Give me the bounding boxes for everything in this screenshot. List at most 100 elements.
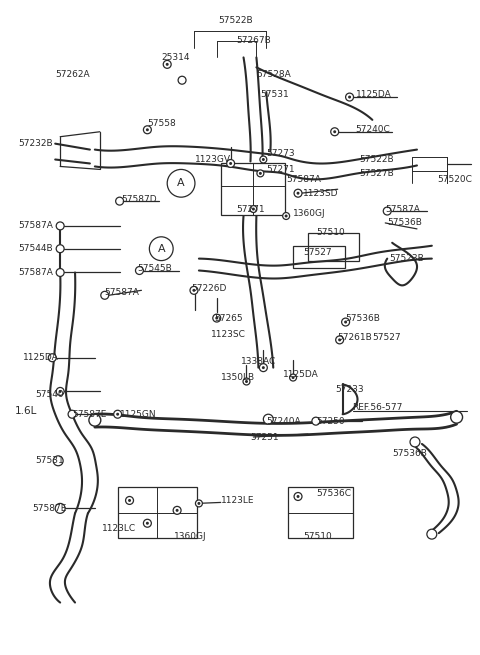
Circle shape: [213, 314, 221, 322]
Circle shape: [250, 206, 257, 212]
Text: A: A: [177, 178, 185, 188]
Text: 57587D: 57587D: [121, 195, 157, 204]
Text: 1360GJ: 1360GJ: [293, 208, 326, 217]
Text: REF.56-577: REF.56-577: [352, 403, 403, 412]
Circle shape: [166, 63, 168, 66]
Circle shape: [294, 189, 302, 197]
Circle shape: [149, 237, 173, 261]
Circle shape: [56, 269, 64, 276]
Text: 57233: 57233: [336, 385, 364, 394]
Circle shape: [289, 374, 297, 381]
Circle shape: [197, 502, 201, 505]
Circle shape: [144, 126, 151, 134]
Text: 57587A: 57587A: [385, 204, 420, 214]
Text: 57510: 57510: [316, 229, 345, 237]
Text: 57261B: 57261B: [337, 333, 372, 343]
Circle shape: [383, 207, 391, 215]
Text: 1125DA: 1125DA: [23, 353, 58, 362]
Bar: [308, 233, 360, 261]
Text: 25314: 25314: [161, 53, 190, 62]
Text: 1.6L: 1.6L: [14, 406, 37, 416]
Circle shape: [56, 245, 64, 253]
Circle shape: [227, 160, 235, 168]
Text: 1123GV: 1123GV: [195, 155, 231, 164]
Text: 57545B: 57545B: [137, 264, 172, 273]
Circle shape: [297, 192, 300, 195]
Circle shape: [68, 410, 76, 418]
Text: 57587A: 57587A: [105, 288, 140, 297]
Circle shape: [215, 316, 218, 320]
Circle shape: [338, 339, 341, 341]
Circle shape: [144, 519, 151, 527]
Circle shape: [260, 156, 267, 163]
Circle shape: [89, 414, 101, 426]
Text: 57527: 57527: [372, 333, 401, 343]
Circle shape: [56, 388, 64, 396]
Circle shape: [192, 289, 195, 292]
Text: 57544B: 57544B: [19, 244, 53, 253]
Circle shape: [291, 376, 295, 379]
Text: 57510: 57510: [303, 532, 332, 540]
Bar: [221, 164, 285, 215]
Text: 1123LE: 1123LE: [221, 496, 254, 505]
Circle shape: [176, 509, 179, 512]
Circle shape: [294, 493, 302, 500]
Text: 1350LB: 1350LB: [221, 373, 255, 382]
Circle shape: [336, 336, 344, 344]
Text: 57587A: 57587A: [19, 268, 53, 277]
Circle shape: [190, 286, 198, 294]
Text: 57558: 57558: [147, 119, 176, 128]
Text: 57240C: 57240C: [356, 125, 390, 134]
Bar: [293, 246, 345, 267]
Text: 57527B: 57527B: [360, 169, 394, 178]
Text: 1123LC: 1123LC: [102, 524, 136, 533]
Text: 1338AC: 1338AC: [240, 357, 276, 366]
Circle shape: [116, 197, 123, 205]
Text: 1125DA: 1125DA: [356, 90, 391, 99]
Circle shape: [262, 366, 265, 369]
Text: 57531: 57531: [36, 457, 64, 465]
Text: 57271: 57271: [237, 204, 265, 214]
Circle shape: [344, 320, 347, 324]
Circle shape: [257, 170, 264, 177]
Circle shape: [53, 456, 63, 466]
Circle shape: [126, 496, 133, 504]
Circle shape: [333, 130, 336, 133]
Text: 57240A: 57240A: [266, 417, 301, 426]
Text: 57587E: 57587E: [72, 410, 107, 419]
Text: 57265: 57265: [214, 314, 242, 322]
Text: 57587E: 57587E: [33, 504, 67, 513]
Circle shape: [55, 504, 65, 514]
Text: 57536B: 57536B: [387, 218, 422, 227]
Text: 1123SD: 1123SD: [303, 189, 338, 198]
Circle shape: [195, 500, 203, 507]
Circle shape: [178, 76, 186, 84]
Circle shape: [427, 529, 437, 539]
Circle shape: [135, 267, 144, 274]
Circle shape: [59, 390, 61, 393]
Text: 57536B: 57536B: [392, 449, 427, 458]
Text: 57273: 57273: [266, 149, 295, 158]
Circle shape: [146, 128, 149, 131]
Text: 57527: 57527: [303, 248, 332, 257]
Circle shape: [312, 417, 320, 425]
Text: 57267B: 57267B: [237, 36, 271, 45]
Text: 57271: 57271: [266, 165, 295, 174]
Circle shape: [262, 158, 265, 161]
Circle shape: [342, 318, 349, 326]
Text: 1360GJ: 1360GJ: [174, 532, 207, 540]
Circle shape: [259, 172, 262, 175]
Circle shape: [283, 212, 289, 219]
Circle shape: [245, 380, 248, 383]
Circle shape: [114, 410, 121, 418]
Circle shape: [163, 60, 171, 68]
Text: 57536C: 57536C: [316, 489, 351, 498]
Text: 57528A: 57528A: [256, 70, 291, 79]
Circle shape: [259, 364, 267, 371]
Circle shape: [116, 413, 119, 416]
Circle shape: [346, 93, 354, 101]
Text: 57522B: 57522B: [360, 155, 394, 164]
Text: 57536B: 57536B: [346, 314, 381, 322]
Text: 57520C: 57520C: [437, 175, 472, 184]
Circle shape: [48, 354, 56, 362]
